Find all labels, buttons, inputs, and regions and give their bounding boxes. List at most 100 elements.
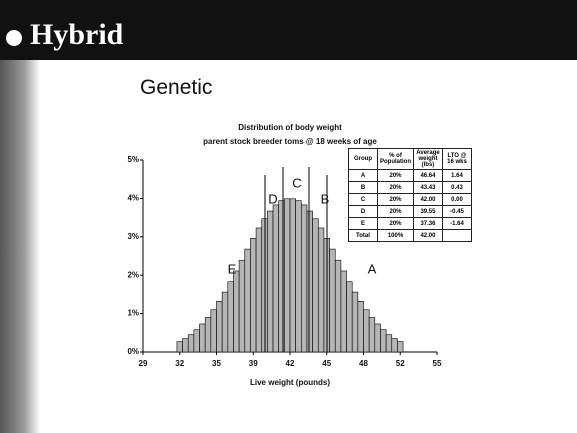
bar xyxy=(210,309,217,353)
y-tick-label: 3% xyxy=(127,232,139,241)
x-tick-label: 45 xyxy=(322,359,331,368)
bar xyxy=(227,281,234,353)
bar xyxy=(397,341,404,353)
bar xyxy=(182,338,189,353)
bar xyxy=(187,334,195,353)
table-cell: 0.00 xyxy=(441,193,472,206)
y-tick-label: 0% xyxy=(127,347,139,356)
x-tick-label: 32 xyxy=(175,359,184,368)
bar xyxy=(340,270,347,353)
group-letter: C xyxy=(292,175,301,190)
table-cell: 1.64 xyxy=(441,169,472,182)
bar xyxy=(317,227,325,353)
bar xyxy=(329,248,336,353)
bar xyxy=(193,329,200,353)
header-band xyxy=(0,0,577,60)
table-cell: B xyxy=(348,181,378,194)
table-header-cell: Group xyxy=(348,148,378,170)
table-cell: 39.55 xyxy=(412,205,443,218)
table-cell: 20% xyxy=(377,181,414,194)
bar xyxy=(176,341,183,353)
logo-dot xyxy=(6,30,22,46)
table-cell: 42.00 xyxy=(412,229,443,242)
x-tick-label: 48 xyxy=(359,359,368,368)
x-tick-label: 42 xyxy=(286,359,295,368)
bar xyxy=(199,323,206,353)
chart-title: Distribution of body weight xyxy=(238,123,342,132)
table-cell: 100% xyxy=(377,229,414,242)
x-tick-label: 52 xyxy=(396,359,405,368)
table-row: B 20% 43.43 0.43 xyxy=(348,181,472,194)
table-cell xyxy=(441,229,472,242)
x-tick-label: 55 xyxy=(433,359,442,368)
table-cell: A xyxy=(348,169,378,182)
bar xyxy=(346,281,353,353)
bar xyxy=(301,204,308,353)
bar xyxy=(312,218,319,353)
table-row: D 20% 39.55 -0.45 xyxy=(348,205,472,218)
bar xyxy=(255,227,263,353)
y-tick-label: 1% xyxy=(127,309,139,318)
table-header-cell: Average weight (lbs) xyxy=(412,148,443,170)
table-cell: 20% xyxy=(377,169,414,182)
bar xyxy=(306,210,313,353)
table-cell: 42.00 xyxy=(412,193,443,206)
bar xyxy=(351,291,359,353)
bar xyxy=(233,270,240,353)
bar xyxy=(374,323,381,353)
table-header-cell: % of Population xyxy=(377,148,414,170)
bar xyxy=(250,238,257,353)
bar xyxy=(368,317,376,353)
table-cell: 0.43 xyxy=(441,181,472,194)
table-cell: Total xyxy=(348,229,378,242)
table-row: Total 100% 42.00 xyxy=(348,229,472,242)
brand: Hybrid xyxy=(30,18,124,51)
table-cell: -1.64 xyxy=(441,217,472,230)
slide-title: Genetic xyxy=(140,76,213,99)
table-cell: 46.64 xyxy=(412,169,443,182)
table-cell: C xyxy=(348,193,378,206)
bar xyxy=(391,338,398,353)
group-letter: E xyxy=(228,261,237,276)
table-cell: -0.45 xyxy=(441,205,472,218)
bar xyxy=(204,317,212,353)
bar xyxy=(385,334,393,353)
x-tick-label: 29 xyxy=(139,359,148,368)
table-cell: 43.43 xyxy=(412,181,443,194)
table-row: A 20% 46.64 1.64 xyxy=(348,169,472,182)
bar xyxy=(363,309,370,353)
chart-subtitle: parent stock breeder toms @ 18 weeks of … xyxy=(203,137,377,146)
table-cell: 20% xyxy=(377,205,414,218)
table-cell: 20% xyxy=(377,217,414,230)
y-tick-label: 2% xyxy=(127,270,139,279)
y-tick-label: 4% xyxy=(127,194,139,203)
table-cell: 20% xyxy=(377,193,414,206)
bar xyxy=(295,200,302,353)
x-axis-label: Live weight (pounds) xyxy=(250,378,330,387)
table-row: C 20% 42.00 0.00 xyxy=(348,193,472,206)
bar xyxy=(289,198,296,353)
table-row: E 20% 37.36 -1.64 xyxy=(348,217,472,230)
table-cell: D xyxy=(348,205,378,218)
bar xyxy=(284,198,291,353)
y-tick-label: 5% xyxy=(127,155,139,164)
group-letter: A xyxy=(368,261,377,276)
bar xyxy=(267,210,274,353)
table-cell: E xyxy=(348,217,378,230)
bar xyxy=(216,301,223,353)
bar xyxy=(221,291,229,353)
side-texture xyxy=(0,60,40,433)
bar xyxy=(244,248,251,353)
bar xyxy=(238,259,246,353)
x-tick-label: 39 xyxy=(249,359,258,368)
group-letter: B xyxy=(321,191,330,206)
table-header-row: Group% of Population Average weight (lbs)… xyxy=(348,148,472,170)
bar xyxy=(272,204,279,353)
bar xyxy=(380,329,387,353)
table-header-cell: LTO @ 16 wks xyxy=(441,148,472,170)
bar xyxy=(334,259,342,353)
x-tick-label: 35 xyxy=(212,359,221,368)
table-cell: 37.36 xyxy=(412,217,443,230)
group-table: Group% of Population Average weight (lbs)… xyxy=(348,148,472,242)
